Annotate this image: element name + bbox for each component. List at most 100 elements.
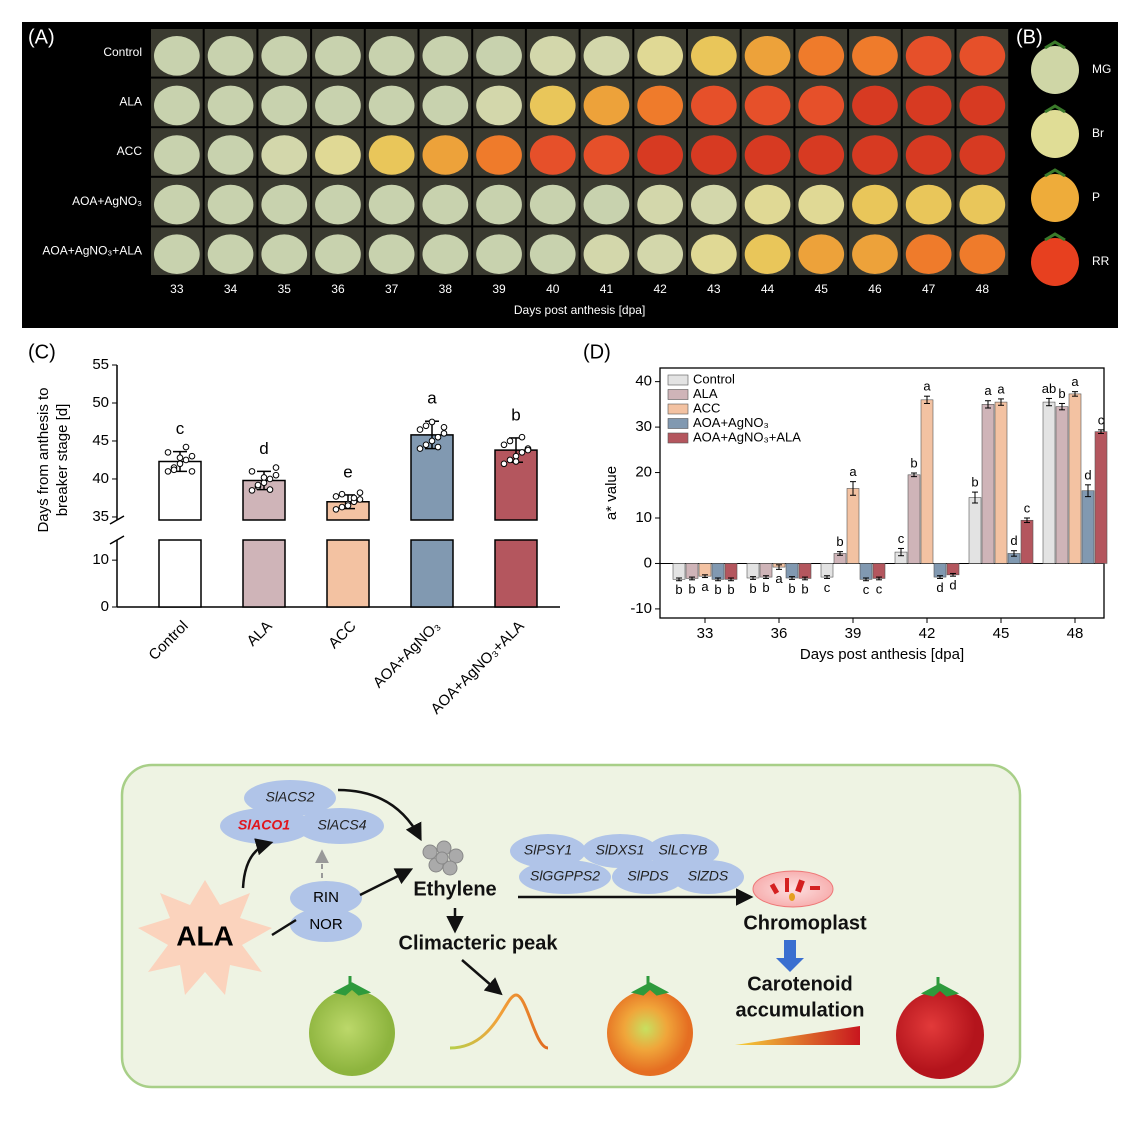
data-point [524,446,532,454]
gene-label: SlACS4 [317,817,366,833]
significance-letter: b [836,534,843,549]
gene-bubble [582,834,658,868]
fruit-photo [852,135,898,175]
row-label: AOA+AgNO₃+ALA [42,243,142,257]
data-point [422,422,430,430]
x-tick-label: 36 [771,625,788,642]
data-point [440,430,448,437]
panel-label: (D) [583,341,611,363]
fruit-photo [637,135,684,175]
stage-label: MG [1092,62,1111,76]
fruit-photo [422,85,469,126]
fruit-photo [261,135,308,175]
significance-letter: a [849,464,857,479]
data-point [518,449,526,456]
fruit-photo [422,184,469,225]
y-tick-label: 0 [101,598,109,615]
arrow [461,959,503,996]
fruit-photo [691,234,737,274]
gene-label: SlACS2 [265,789,314,805]
arrow [337,788,422,842]
bar [1068,393,1082,564]
bar [920,399,934,564]
green-tomato [309,990,395,1076]
legend-label: AOA+AgNO₃+ALA [693,429,801,444]
fruit-photo [905,36,952,76]
fruit-photo [637,36,684,76]
bar [1055,406,1069,564]
day-label: 33 [170,282,184,296]
regulator-label: RIN [313,889,339,906]
row-label: AOA+AgNO₃ [72,194,142,208]
bar [785,563,799,579]
day-label: 46 [868,282,882,296]
day-label: 48 [976,282,990,296]
legend-label: Control [693,371,735,386]
fruit-photo [798,184,845,225]
data-point [260,474,268,481]
data-point [338,503,346,511]
fruit-photo [959,234,1006,274]
bar [724,563,738,580]
bar [759,563,773,578]
fruit-photo [207,184,254,225]
fruit-photo [852,184,898,225]
fruit-photo [583,36,630,76]
fruit-photo [315,184,361,225]
gene-bubble [510,834,586,868]
data-point [416,445,424,452]
data-point [500,460,508,468]
fruit-photo [959,85,1006,126]
fruit-photo [154,184,200,225]
fruit-photo [959,184,1006,225]
y-axis-label: breaker stage [d] [54,404,71,517]
x-tick-label: 39 [845,625,862,642]
data-point [260,479,268,487]
y-tick-label: 30 [635,418,652,435]
fruit-photo [959,36,1006,76]
fruit-photo [691,36,737,76]
x-axis-label: Days post anthesis [dpa] [514,303,645,317]
gradient-wedge [735,1026,860,1045]
bar [746,563,760,579]
data-point [332,493,340,500]
bar [158,539,202,608]
carotenoid-label: accumulation [736,999,865,1021]
significance-letter: b [749,581,756,596]
fruit-photo [422,135,469,175]
fruit-photo [476,85,522,126]
significance-letter: b [788,581,795,596]
y-tick-label: -10 [630,600,652,617]
fruit-photo [744,184,791,225]
red-tomato [896,991,984,1079]
data-point [176,460,184,468]
row-label: ACC [117,144,143,158]
fruit-photo [798,36,845,76]
calyx [1044,104,1066,114]
fruit-photo [744,36,791,76]
bar [872,563,886,579]
data-point [272,471,280,479]
data-point [272,464,280,471]
fruit-photo [637,85,684,126]
data-point [248,487,256,494]
bar [820,563,834,578]
carotenoid-label: Carotenoid [747,973,853,995]
bar [968,497,982,564]
data-point [506,456,514,464]
data-point [518,433,526,441]
calyx [630,976,670,996]
data-point [356,496,364,503]
data-point [350,494,358,502]
data-point [422,441,430,449]
day-label: 36 [331,282,345,296]
fruit-photo [154,135,200,175]
significance-letter: c [176,419,185,438]
day-label: 37 [385,282,399,296]
fruit-photo [905,184,952,225]
fruit-photo [744,234,791,274]
fruit-photo [852,85,898,126]
data-point [434,433,442,441]
fruit-photo [261,234,308,274]
data-point [332,506,340,513]
